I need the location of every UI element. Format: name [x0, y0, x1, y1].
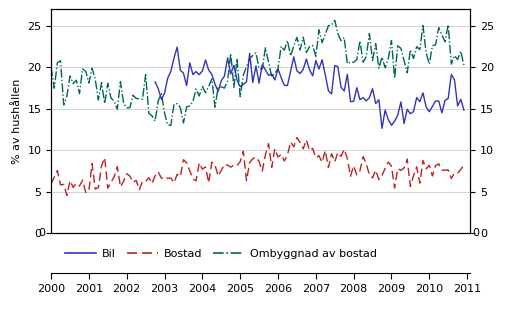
- Bostad: [385, 160, 391, 164]
- Bostad: [461, 163, 467, 167]
- Legend: Bil, Bostad, Ombyggnad av bostad: Bil, Bostad, Ombyggnad av bostad: [61, 245, 381, 264]
- Bil: [461, 108, 467, 112]
- Ombyggnad av bostad: [388, 39, 394, 42]
- Bil: [379, 127, 385, 130]
- Bostad: [177, 175, 183, 179]
- Bil: [187, 61, 193, 65]
- Line: Bil: Bil: [155, 47, 464, 128]
- Ombyggnad av bostad: [332, 18, 338, 22]
- Bostad: [190, 177, 196, 181]
- Ombyggnad av bostad: [385, 57, 391, 60]
- Ombyggnad av bostad: [83, 69, 89, 73]
- Ombyggnad av bostad: [48, 65, 54, 69]
- Ombyggnad av bostad: [177, 106, 183, 109]
- Text: 0: 0: [38, 228, 45, 238]
- Ombyggnad av bostad: [99, 81, 105, 84]
- Bil: [382, 108, 388, 112]
- Bostad: [388, 164, 394, 168]
- Bostad: [86, 188, 92, 192]
- Line: Ombyggnad av bostad: Ombyggnad av bostad: [51, 20, 464, 125]
- Ombyggnad av bostad: [190, 100, 196, 103]
- Bostad: [64, 194, 70, 198]
- Ombyggnad av bostad: [461, 64, 467, 68]
- Ombyggnad av bostad: [168, 123, 174, 127]
- Y-axis label: % av hushållen: % av hushållen: [12, 79, 21, 164]
- Text: 0: 0: [472, 228, 479, 238]
- Bostad: [294, 136, 300, 139]
- Bostad: [48, 182, 54, 186]
- Line: Bostad: Bostad: [51, 138, 464, 196]
- Bil: [174, 45, 180, 49]
- Bostad: [102, 156, 108, 160]
